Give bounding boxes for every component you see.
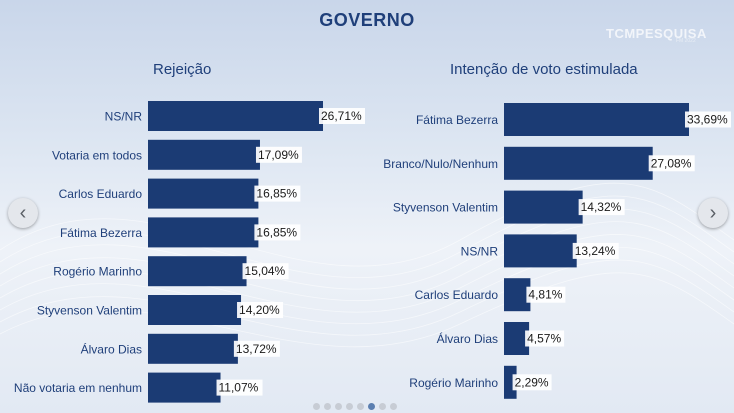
rejeicao-value-label: 13,72% xyxy=(236,342,277,356)
rejection-chart-title: Rejeição xyxy=(153,61,212,78)
rejeicao-bar xyxy=(148,372,221,403)
carousel-dot[interactable] xyxy=(335,403,342,410)
intencao-value-label-bg xyxy=(512,374,552,391)
rejeicao-value-label: 15,04% xyxy=(245,264,286,278)
chevron-right-icon: › xyxy=(709,202,717,224)
rejeicao-bar xyxy=(148,101,323,131)
carousel-dot[interactable] xyxy=(313,403,320,410)
rejeicao-value-label: 26,71% xyxy=(321,109,362,123)
carousel-dot[interactable] xyxy=(368,403,375,410)
intencao-value-label: 4,81% xyxy=(528,288,562,302)
rejeicao-value-label-bg xyxy=(254,224,301,241)
intencao-bar xyxy=(504,190,583,224)
intencao-value-label-bg xyxy=(648,155,695,172)
intencao-bar xyxy=(504,146,653,180)
intencao-category-label: NS/NR xyxy=(461,244,499,258)
intencao-category-label: Carlos Eduardo xyxy=(415,288,499,302)
intencao-bar xyxy=(504,365,517,399)
rejeicao-value-label: 14,20% xyxy=(239,303,280,317)
rejeicao-bar xyxy=(148,256,247,287)
intencao-value-label: 2,29% xyxy=(515,375,549,389)
rejeicao-category-label: Styvenson Valentim xyxy=(37,304,142,318)
logo-subtext: FM 2022 xyxy=(676,38,696,44)
intencao-value-label: 27,08% xyxy=(651,156,692,170)
rejeicao-value-label-bg xyxy=(319,108,365,124)
intencao-category-label: Álvaro Dias xyxy=(437,331,498,346)
intencao-category-label: Branco/Nulo/Nenhum xyxy=(383,157,498,171)
carousel-dot[interactable] xyxy=(379,403,386,410)
intencao-bar xyxy=(504,322,530,355)
intencao-bar xyxy=(504,234,577,268)
rejeicao-category-label: Não votaria em nenhum xyxy=(14,381,142,395)
intencao-value-label: 33,69% xyxy=(687,113,728,127)
brand-logo: TCMPESQUISA FM 2022 xyxy=(606,22,710,45)
rejeicao-value-label: 16,85% xyxy=(256,225,297,239)
intencao-value-label-bg xyxy=(578,199,625,216)
rejeicao-value-label-bg xyxy=(242,263,289,280)
rejeicao-value-label-bg xyxy=(233,340,280,357)
vote-intention-chart-title: Intenção de voto estimulada xyxy=(450,61,638,78)
rejeicao-bar xyxy=(148,178,259,209)
rejeicao-value-label-bg xyxy=(216,379,263,396)
carousel-dot[interactable] xyxy=(346,403,353,410)
rejeicao-category-label: NS/NR xyxy=(105,110,143,124)
logo-text: TCMPESQUISA xyxy=(606,25,707,41)
intencao-value-label-bg xyxy=(526,286,566,303)
chevron-left-icon: ‹ xyxy=(19,202,27,224)
intencao-category-label: Rogério Marinho xyxy=(409,376,498,390)
intencao-value-label-bg xyxy=(685,111,731,128)
intencao-value-label: 4,57% xyxy=(527,332,561,346)
intencao-value-label: 13,24% xyxy=(575,244,616,258)
intencao-value-label: 14,32% xyxy=(581,200,622,214)
rejeicao-bar xyxy=(148,217,259,248)
page-title: GOVERNO xyxy=(319,10,415,30)
rejeicao-bar xyxy=(148,333,238,364)
rejeicao-bar xyxy=(148,139,260,170)
carousel-next-button[interactable]: › xyxy=(698,198,728,228)
rejeicao-bar xyxy=(148,295,242,325)
intencao-category-label: Styvenson Valentim xyxy=(393,201,498,215)
rejeicao-value-label: 17,09% xyxy=(258,148,299,162)
carousel-dot[interactable] xyxy=(390,403,397,410)
rejeicao-value-label: 16,85% xyxy=(256,187,297,201)
intencao-value-label-bg xyxy=(525,330,565,347)
carousel-indicators xyxy=(313,403,397,410)
rejeicao-value-label-bg xyxy=(255,146,302,163)
rejeicao-value-label-bg xyxy=(237,302,284,318)
carousel-dot[interactable] xyxy=(324,403,331,410)
intencao-bar xyxy=(504,278,531,312)
rejeicao-value-label-bg xyxy=(254,185,301,202)
rejeicao-category-label: Álvaro Dias xyxy=(81,341,142,356)
rejeicao-value-label: 11,07% xyxy=(219,381,259,395)
intencao-value-label-bg xyxy=(572,242,619,259)
carousel-dot[interactable] xyxy=(357,403,364,410)
rejeicao-category-label: Votaria em todos xyxy=(52,148,142,162)
intencao-bar xyxy=(504,103,689,136)
intencao-category-label: Fátima Bezerra xyxy=(416,113,498,127)
rejeicao-category-label: Rogério Marinho xyxy=(53,265,142,279)
rejeicao-category-label: Fátima Bezerra xyxy=(60,226,142,240)
rejeicao-category-label: Carlos Eduardo xyxy=(59,187,143,201)
carousel-prev-button[interactable]: ‹ xyxy=(8,198,38,228)
